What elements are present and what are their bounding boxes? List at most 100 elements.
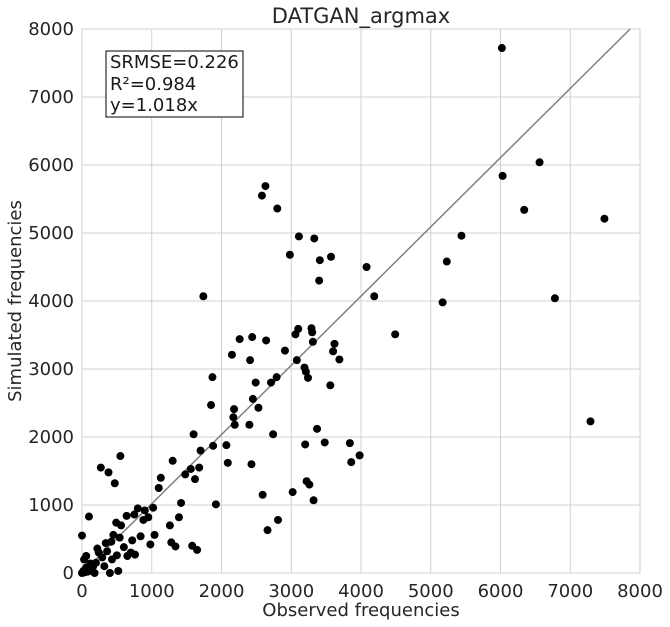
data-point <box>174 513 183 522</box>
data-point <box>230 405 239 414</box>
data-point <box>130 510 139 519</box>
data-point <box>600 214 609 223</box>
data-point <box>345 439 354 448</box>
data-point <box>199 292 208 301</box>
data-point <box>262 336 271 345</box>
data-point <box>355 451 364 460</box>
data-point <box>96 463 105 472</box>
data-point <box>267 378 276 387</box>
fit-line-layer <box>81 28 631 574</box>
data-point <box>222 441 231 450</box>
y-tick-label: 5000 <box>28 223 74 244</box>
x-tick-label: 8000 <box>617 581 663 602</box>
data-point <box>254 403 263 412</box>
data-point <box>223 458 232 467</box>
data-point <box>177 498 186 507</box>
data-point <box>131 550 140 559</box>
data-point <box>301 367 310 376</box>
x-tick-label: 1000 <box>129 581 175 602</box>
data-point <box>391 330 400 339</box>
data-point <box>144 513 153 522</box>
data-point <box>288 488 297 497</box>
annotation-r2: R²=0.984 <box>110 74 196 95</box>
y-tick-label: 1000 <box>28 495 74 516</box>
data-point <box>186 464 195 473</box>
data-point <box>272 373 281 382</box>
data-point <box>115 533 124 542</box>
data-point <box>235 335 244 344</box>
data-point <box>136 532 145 541</box>
y-tick-label: 6000 <box>28 155 74 176</box>
data-point <box>181 470 190 479</box>
data-point <box>110 479 119 488</box>
data-point <box>189 430 198 439</box>
data-point <box>100 562 109 571</box>
x-axis-label: Observed frequencies <box>262 600 459 621</box>
data-point <box>248 394 257 403</box>
data-point <box>310 234 319 243</box>
data-point <box>438 298 447 307</box>
data-point <box>128 536 137 545</box>
data-point <box>91 558 100 567</box>
x-tick-label: 3000 <box>268 581 314 602</box>
data-point <box>280 346 289 355</box>
data-point <box>119 543 128 552</box>
data-point <box>109 530 118 539</box>
data-point <box>140 506 149 515</box>
y-tick-label: 8000 <box>28 19 74 40</box>
data-point <box>320 438 329 447</box>
data-point <box>520 205 529 214</box>
data-point <box>303 373 312 382</box>
x-tick-label: 4000 <box>338 581 384 602</box>
data-point <box>90 569 99 577</box>
data-point <box>457 231 466 240</box>
data-point <box>258 490 267 499</box>
data-point <box>150 530 159 539</box>
data-point <box>117 521 126 530</box>
data-point <box>294 324 303 333</box>
data-point <box>98 553 107 562</box>
data-point <box>273 204 282 213</box>
annotation-box <box>105 50 244 118</box>
data-point <box>251 378 260 387</box>
data-point <box>329 347 338 356</box>
data-point <box>105 569 114 577</box>
data-point <box>301 440 310 449</box>
fit-line <box>81 28 631 574</box>
data-point <box>195 463 204 472</box>
data-point <box>207 401 216 410</box>
data-point <box>246 356 255 365</box>
data-point <box>122 511 131 520</box>
annotation-srmse: SRMSE=0.226 <box>110 52 239 73</box>
x-tick-label: 7000 <box>547 581 593 602</box>
data-points <box>78 44 609 577</box>
chart-title: DATGAN_argmax <box>272 4 450 29</box>
data-point <box>103 547 112 556</box>
data-point <box>442 257 451 266</box>
data-point <box>104 468 113 477</box>
data-point <box>156 473 165 482</box>
data-point <box>335 355 344 364</box>
annotation-slope: y=1.018x <box>110 95 198 116</box>
data-point <box>497 44 506 53</box>
data-point <box>313 424 322 433</box>
data-point <box>133 504 142 513</box>
data-point <box>309 496 318 505</box>
y-tick-label: 4000 <box>28 291 74 312</box>
data-point <box>347 458 356 467</box>
data-point <box>193 545 202 554</box>
data-point <box>107 537 116 546</box>
data-point <box>248 333 257 342</box>
data-point <box>308 328 317 337</box>
data-point <box>114 566 123 575</box>
data-point <box>84 512 93 521</box>
data-point <box>229 413 238 422</box>
x-tick-label: 0 <box>76 581 87 602</box>
data-point <box>154 484 163 492</box>
y-tick-label: 0 <box>63 563 74 584</box>
y-tick-label: 3000 <box>28 359 74 380</box>
data-point <box>294 232 303 241</box>
data-point <box>535 158 544 167</box>
data-point <box>78 531 86 540</box>
data-point <box>82 552 91 560</box>
